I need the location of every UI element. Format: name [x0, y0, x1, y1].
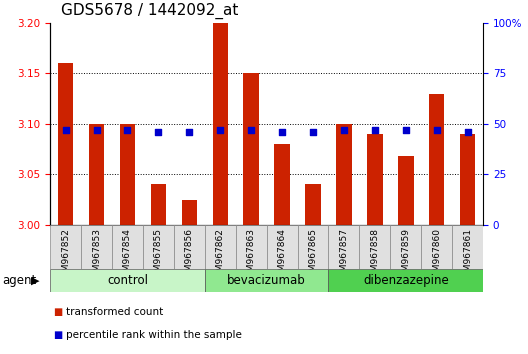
Bar	[212, 23, 228, 225]
Bar	[182, 200, 197, 225]
Point	[402, 127, 410, 133]
Text: bevacizumab: bevacizumab	[227, 274, 306, 287]
Bar	[460, 134, 475, 225]
Point	[309, 129, 317, 135]
Point	[123, 127, 131, 133]
Bar	[205, 269, 328, 292]
Bar	[174, 225, 205, 269]
Bar	[328, 225, 360, 269]
Text: GDS5678 / 1442092_at: GDS5678 / 1442092_at	[61, 3, 238, 19]
Text: GSM967855: GSM967855	[154, 228, 163, 283]
Text: percentile rank within the sample: percentile rank within the sample	[66, 330, 242, 340]
Text: GSM967860: GSM967860	[432, 228, 441, 283]
Text: ■: ■	[53, 307, 62, 317]
Point	[216, 127, 224, 133]
Text: control: control	[107, 274, 148, 287]
Bar	[305, 184, 321, 225]
Text: GSM967865: GSM967865	[308, 228, 317, 283]
Text: GSM967856: GSM967856	[185, 228, 194, 283]
Bar	[58, 63, 73, 225]
Point	[61, 127, 70, 133]
Point	[92, 127, 101, 133]
Text: GSM967857: GSM967857	[340, 228, 348, 283]
Text: GSM967864: GSM967864	[278, 228, 287, 283]
Bar	[367, 134, 383, 225]
Text: ■: ■	[53, 330, 62, 340]
Bar	[81, 225, 112, 269]
Bar	[150, 184, 166, 225]
Point	[154, 129, 163, 135]
Bar	[390, 225, 421, 269]
Bar	[275, 144, 290, 225]
Text: GSM967861: GSM967861	[463, 228, 472, 283]
Bar	[328, 269, 483, 292]
Point	[247, 127, 256, 133]
Bar	[429, 94, 445, 225]
Text: GSM967863: GSM967863	[247, 228, 256, 283]
Bar	[143, 225, 174, 269]
Point	[278, 129, 286, 135]
Text: transformed count: transformed count	[66, 307, 163, 317]
Bar	[89, 124, 105, 225]
Point	[340, 127, 348, 133]
Text: GSM967854: GSM967854	[123, 228, 132, 283]
Text: GSM967859: GSM967859	[401, 228, 410, 283]
Bar	[243, 74, 259, 225]
Bar	[298, 225, 328, 269]
Point	[432, 127, 441, 133]
Text: ▶: ▶	[31, 275, 39, 286]
Bar	[235, 225, 267, 269]
Point	[464, 129, 472, 135]
Bar	[452, 225, 483, 269]
Text: GSM967853: GSM967853	[92, 228, 101, 283]
Bar	[421, 225, 452, 269]
Bar	[205, 225, 235, 269]
Bar	[120, 124, 135, 225]
Bar	[50, 269, 205, 292]
Text: agent: agent	[3, 274, 37, 287]
Text: dibenzazepine: dibenzazepine	[363, 274, 449, 287]
Bar	[360, 225, 390, 269]
Point	[185, 129, 194, 135]
Point	[371, 127, 379, 133]
Bar	[50, 225, 81, 269]
Text: GSM967858: GSM967858	[370, 228, 380, 283]
Bar	[112, 225, 143, 269]
Bar	[336, 124, 352, 225]
Bar	[267, 225, 298, 269]
Text: GSM967852: GSM967852	[61, 228, 70, 283]
Bar	[398, 156, 413, 225]
Text: GSM967862: GSM967862	[216, 228, 225, 283]
